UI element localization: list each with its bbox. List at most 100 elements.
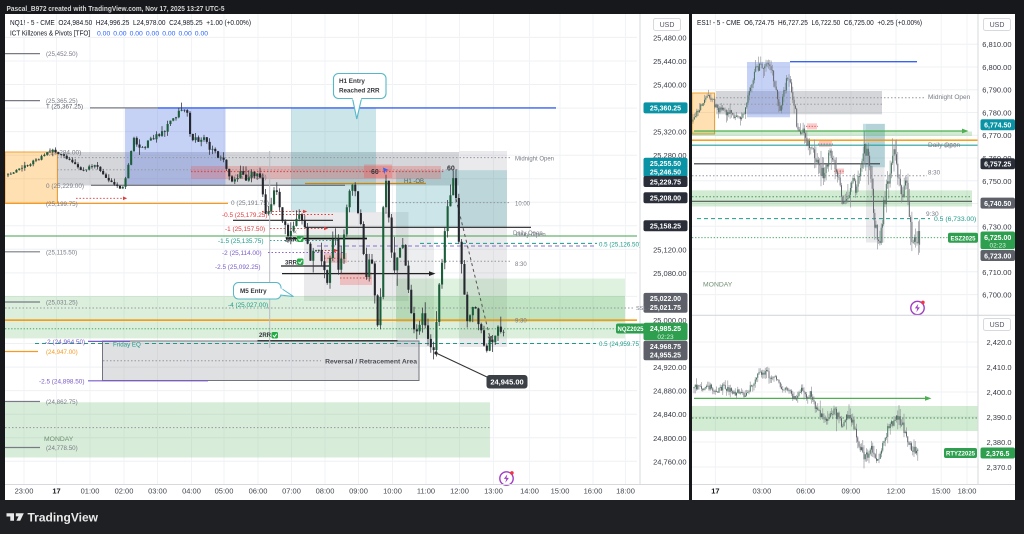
svg-text:23:00: 23:00 xyxy=(15,487,34,496)
svg-text:17: 17 xyxy=(52,487,60,496)
svg-text:H1 Entry: H1 Entry xyxy=(339,78,365,85)
svg-text:25,120.00: 25,120.00 xyxy=(653,245,686,254)
svg-text:2,370.0: 2,370.0 xyxy=(986,463,1011,472)
svg-text:(25,115.50): (25,115.50) xyxy=(46,249,77,256)
svg-text:2RR: 2RR xyxy=(285,237,298,243)
svg-text:0.00: 0.00 xyxy=(113,31,126,38)
svg-text:25,360.25: 25,360.25 xyxy=(650,106,681,113)
svg-text:Pascal_B972 created with Tradi: Pascal_B972 created with TradingView.com… xyxy=(7,6,225,13)
svg-text:15:00: 15:00 xyxy=(551,487,570,496)
svg-text:-4 (25,027.00): -4 (25,027.00) xyxy=(228,302,268,309)
svg-text:24,968.75: 24,968.75 xyxy=(650,344,681,351)
svg-text:×: × xyxy=(293,230,297,237)
svg-text:MONDAY: MONDAY xyxy=(44,436,74,443)
svg-text:Reversal / Retracement Area: Reversal / Retracement Area xyxy=(325,358,417,365)
svg-text:ICT Killzones & Pivots [TFO]: ICT Killzones & Pivots [TFO] xyxy=(10,31,90,38)
svg-text:NQZ2025: NQZ2025 xyxy=(617,327,644,333)
svg-text:Midnight Open: Midnight Open xyxy=(928,94,971,101)
svg-text:6,770.00: 6,770.00 xyxy=(982,131,1011,140)
svg-text:RTYZ2025: RTYZ2025 xyxy=(946,452,976,458)
svg-text:12:00: 12:00 xyxy=(887,487,906,496)
svg-text:SSL -: SSL - xyxy=(636,306,650,312)
svg-text:18:00: 18:00 xyxy=(616,487,635,496)
svg-text:6,750.00: 6,750.00 xyxy=(982,177,1011,186)
svg-text:Daily Open: Daily Open xyxy=(516,233,546,239)
svg-text:-2.5 (24,898.50): -2.5 (24,898.50) xyxy=(39,379,84,386)
svg-text:25,080.00: 25,080.00 xyxy=(653,269,686,278)
svg-text:24,880.00: 24,880.00 xyxy=(653,387,686,396)
svg-text:-1 (25,157.50): -1 (25,157.50) xyxy=(225,226,265,233)
svg-text:USD: USD xyxy=(990,322,1005,329)
svg-text:9:30: 9:30 xyxy=(515,318,527,324)
svg-text:ES1! - 5 - CME O6,724.75 H6,: ES1! - 5 - CME O6,724.75 H6,727.25 L6,72… xyxy=(697,20,922,27)
svg-text:25,440.00: 25,440.00 xyxy=(653,57,686,66)
svg-text:6,710.00: 6,710.00 xyxy=(982,268,1011,277)
svg-text:(25,284.00): (25,284.00) xyxy=(48,150,81,157)
svg-text:6,790.00: 6,790.00 xyxy=(982,86,1011,95)
svg-text:25,255.50: 25,255.50 xyxy=(650,161,681,168)
svg-text:25,246.50: 25,246.50 xyxy=(650,170,681,177)
svg-text:×: × xyxy=(299,235,303,242)
svg-text:TradingView: TradingView xyxy=(28,510,99,524)
svg-text:60: 60 xyxy=(371,169,379,176)
svg-text:24,945.00: 24,945.00 xyxy=(490,377,523,386)
svg-text:6,780.00: 6,780.00 xyxy=(982,109,1011,118)
svg-text:25,400.00: 25,400.00 xyxy=(653,81,686,90)
svg-text:25,000.00: 25,000.00 xyxy=(653,316,686,325)
svg-text:8:30: 8:30 xyxy=(928,170,941,177)
svg-text:25,480.00: 25,480.00 xyxy=(653,33,686,42)
svg-text:25,158.25: 25,158.25 xyxy=(650,224,681,231)
svg-text:2,420.0: 2,420.0 xyxy=(986,338,1011,347)
svg-text:(25,452.50): (25,452.50) xyxy=(46,51,78,58)
svg-text:-0.5 (25,179.25): -0.5 (25,179.25) xyxy=(222,212,267,219)
svg-text:03:00: 03:00 xyxy=(753,487,772,496)
svg-text:(25,031.25): (25,031.25) xyxy=(46,300,78,307)
svg-text:H1 -OB: H1 -OB xyxy=(404,179,424,185)
svg-text:25,320.00: 25,320.00 xyxy=(653,128,686,137)
svg-text:Daily Open: Daily Open xyxy=(928,142,961,149)
svg-text:24,985.25: 24,985.25 xyxy=(650,326,681,333)
svg-text:-2 (25,114.00): -2 (25,114.00) xyxy=(222,250,262,257)
svg-text:3RR: 3RR xyxy=(285,260,298,266)
svg-text:0.00: 0.00 xyxy=(97,31,110,38)
svg-text:10:00: 10:00 xyxy=(515,201,531,207)
svg-text:0 (25,191.75): 0 (25,191.75) xyxy=(231,200,269,207)
svg-text:0.00: 0.00 xyxy=(179,31,192,38)
svg-text:02:23: 02:23 xyxy=(657,334,674,341)
svg-text:02:00: 02:00 xyxy=(115,487,134,496)
svg-text:6,723.00: 6,723.00 xyxy=(984,253,1011,260)
svg-text:6,757.25: 6,757.25 xyxy=(984,162,1011,169)
svg-text:17: 17 xyxy=(711,487,719,496)
svg-text:06:00: 06:00 xyxy=(796,487,815,496)
svg-text:Reached 2RR: Reached 2RR xyxy=(339,88,380,95)
svg-text:2RR: 2RR xyxy=(259,333,272,339)
svg-text:0.5 (24,959.75) -: 0.5 (24,959.75) - xyxy=(599,341,645,348)
svg-text:10:00: 10:00 xyxy=(383,487,402,496)
svg-text:25,022.00: 25,022.00 xyxy=(650,296,681,303)
svg-text:(24,862.75): (24,862.75) xyxy=(46,399,78,406)
svg-text:2,376.5: 2,376.5 xyxy=(986,451,1009,458)
svg-text:0.00: 0.00 xyxy=(130,31,143,38)
svg-text:USD: USD xyxy=(990,22,1005,29)
svg-text:Friday EQ: Friday EQ xyxy=(113,342,141,349)
svg-text:2,400.0: 2,400.0 xyxy=(986,388,1011,397)
svg-text:MONDAY: MONDAY xyxy=(703,282,733,289)
svg-text:05:00: 05:00 xyxy=(215,487,234,496)
svg-text:25,280.00: 25,280.00 xyxy=(653,151,686,160)
svg-text:06:00: 06:00 xyxy=(249,487,268,496)
svg-text:24,920.00: 24,920.00 xyxy=(653,363,686,372)
svg-text:09:00: 09:00 xyxy=(842,487,861,496)
svg-text:11:00: 11:00 xyxy=(417,487,435,496)
svg-text:12:00: 12:00 xyxy=(450,487,469,496)
svg-text:(25,365.25): (25,365.25) xyxy=(46,98,78,105)
svg-text:6,800.00: 6,800.00 xyxy=(982,63,1011,72)
svg-text:15:00: 15:00 xyxy=(932,487,951,496)
svg-text:24,800.00: 24,800.00 xyxy=(653,434,686,443)
svg-text:13:00: 13:00 xyxy=(484,487,503,496)
svg-text:ESZ2025: ESZ2025 xyxy=(950,236,976,242)
svg-text:8:30: 8:30 xyxy=(944,142,957,149)
svg-text:03:00: 03:00 xyxy=(148,487,167,496)
svg-text:Midnight Open: Midnight Open xyxy=(515,156,554,162)
svg-text:09:00: 09:00 xyxy=(349,487,368,496)
svg-text:01:00: 01:00 xyxy=(81,487,100,496)
